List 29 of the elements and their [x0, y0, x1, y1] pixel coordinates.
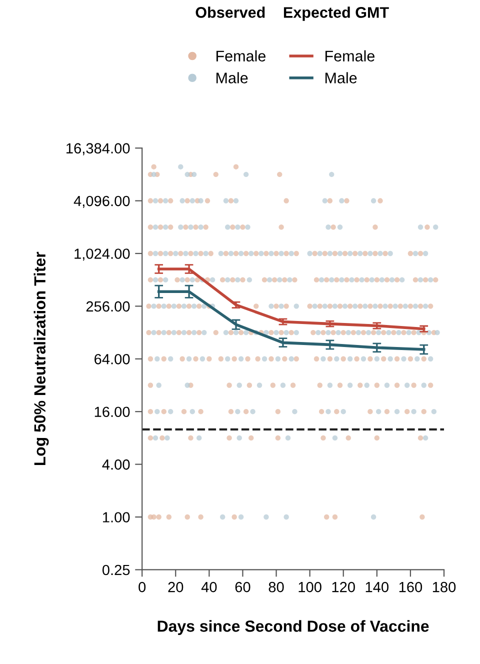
x-tick-label: 100: [298, 582, 322, 592]
x-tick-label: 160: [399, 582, 422, 592]
legend-label: Female: [325, 50, 374, 62]
x-tick-label: 60: [235, 582, 250, 592]
y-tick-label: 64.00: [94, 354, 130, 364]
text: Expected GMT: [284, 6, 389, 21]
x-tick-label: 40: [201, 582, 217, 592]
legend-label: Male: [325, 72, 357, 84]
y-tick-label: 4.00: [102, 459, 130, 470]
x-axis-title: Days since Second Dose of Vaccine: [158, 620, 429, 635]
legend-label: Male: [216, 72, 248, 84]
y-axis-title: Log 50% Neutralization Titer: [34, 252, 49, 466]
line-series: [157, 290, 426, 351]
y-tick-label: 1.00: [103, 512, 130, 522]
y-tick-label: 16.00: [94, 406, 130, 418]
y-tick-label: 0.25: [102, 564, 130, 576]
x-tick-label: 140: [366, 582, 389, 592]
y-tick-label: 256.00: [86, 301, 130, 312]
line-series: [157, 268, 426, 330]
legend-label: Female: [216, 50, 266, 62]
x-tick-label: 20: [168, 582, 184, 592]
x-tick-label: 80: [268, 582, 284, 592]
y-tick-label: 16,384.00: [66, 143, 130, 156]
y-tick-label: 1,024.00: [74, 248, 130, 261]
y-tick-label: 4,096.00: [74, 196, 130, 208]
x-tick-label: 120: [332, 582, 355, 592]
text: Observed: [196, 6, 265, 18]
x-tick-label: 0: [138, 582, 146, 592]
x-tick-label: 180: [432, 582, 456, 592]
